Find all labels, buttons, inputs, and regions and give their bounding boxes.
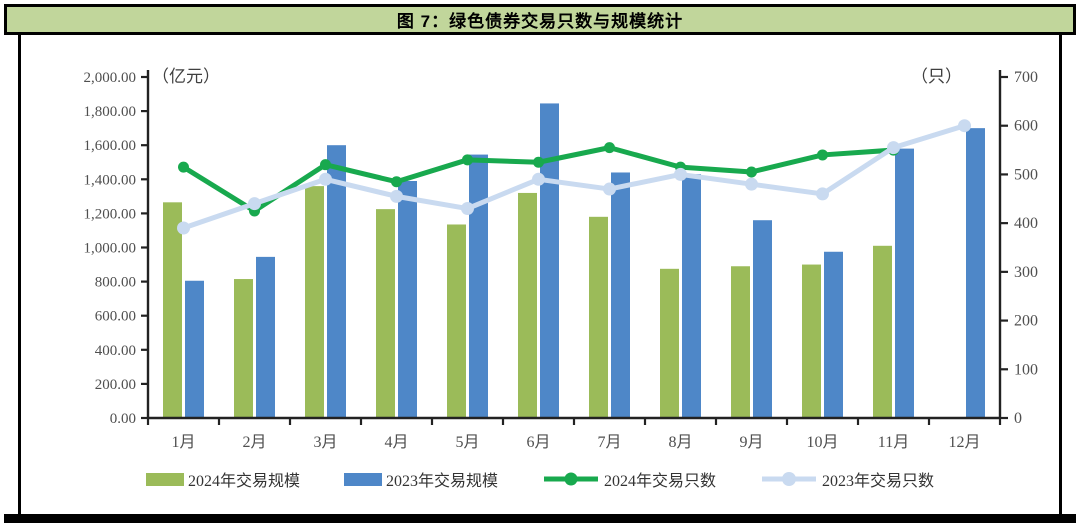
figure-title: 图 7：绿色债券交易只数与规模统计: [396, 12, 684, 31]
left-axis-tick-label: 1,200.00: [84, 206, 137, 222]
data-point-marker: [320, 159, 331, 171]
x-axis-tick-label: 1月: [171, 434, 195, 451]
data-point-marker: [391, 176, 402, 188]
left-axis-tick-label: 0.00: [110, 411, 136, 427]
data-point-marker: [746, 166, 757, 178]
right-axis-unit-label: （只）: [911, 67, 962, 86]
data-point-marker: [887, 141, 900, 155]
x-axis-tick-label: 7月: [597, 434, 621, 451]
bars-2024年交易规模: [163, 186, 892, 418]
bar: [376, 209, 395, 418]
bar: [966, 128, 985, 418]
bar: [660, 268, 679, 418]
x-axis-tick-label: 5月: [455, 434, 479, 451]
left-axis-tick-label: 1,400.00: [84, 172, 137, 188]
legend-swatch-2024-bar: [145, 472, 184, 486]
bar: [802, 264, 821, 418]
line-2023年交易只数: [177, 119, 971, 235]
left-axis-tick-label: 1,800.00: [84, 104, 137, 120]
x-axis-tick-label: 10月: [806, 434, 838, 451]
left-axis-tick-label: 2,000.00: [84, 70, 137, 86]
legend-label-2024-scale: 2024年交易规模: [187, 473, 300, 490]
data-point-marker: [532, 172, 545, 186]
bar: [753, 220, 772, 418]
legend-item-2024-scale: 2024年交易规模: [145, 467, 300, 491]
x-axis-tick-label: 4月: [384, 434, 408, 451]
data-point-marker: [461, 202, 474, 216]
left-axis-tick-label: 400.00: [95, 343, 136, 359]
x-axis-tick-label: 9月: [739, 434, 763, 451]
x-axis-tick-label: 3月: [313, 434, 337, 451]
bar: [469, 154, 488, 418]
data-point-marker: [603, 182, 616, 196]
legend-item-2024-count: 2024年交易只数: [542, 467, 716, 491]
bar: [256, 256, 275, 418]
data-point-marker: [817, 149, 828, 161]
data-point-marker: [533, 156, 544, 168]
data-point-marker: [390, 189, 403, 203]
legend-swatch-2023-line-marker-icon: [762, 472, 817, 486]
right-axis-tick-label: 700: [1014, 69, 1038, 86]
data-point-marker: [462, 154, 473, 166]
legend-label-2023-count: 2023年交易只数: [822, 473, 935, 490]
data-point-marker: [319, 172, 332, 186]
data-point-marker: [248, 197, 261, 211]
right-axis-tick-label: 300: [1014, 264, 1038, 281]
legend-label-2024-count: 2024年交易只数: [604, 473, 717, 490]
bar: [398, 181, 417, 418]
bar: [611, 172, 630, 418]
bar: [895, 148, 914, 419]
chart-legend: 2024年交易规模 2023年交易规模 2024年交易只数 2023年交易只数: [0, 467, 1080, 491]
bar: [518, 192, 537, 418]
bar: [327, 145, 346, 418]
left-axis-tick-label: 600.00: [95, 309, 136, 325]
bar: [824, 251, 843, 418]
bar: [873, 245, 892, 418]
line-2024年交易只数: [178, 142, 899, 217]
bar: [447, 224, 466, 418]
data-point-marker: [604, 142, 615, 154]
figure-bottom-border: [4, 514, 1076, 523]
bar: [163, 202, 182, 418]
data-point-marker: [745, 177, 758, 191]
bar: [305, 186, 324, 418]
left-axis-tick-label: 1,600.00: [84, 138, 137, 154]
right-axis-tick-label: 400: [1014, 215, 1038, 232]
left-axis-unit-label: （亿元）: [152, 67, 220, 86]
bar: [731, 266, 750, 418]
x-axis-tick-label: 12月: [948, 434, 980, 451]
right-axis-tick-label: 100: [1014, 361, 1038, 378]
right-axis-tick-label: 600: [1014, 118, 1038, 135]
legend-swatch-2024-line-marker-icon: [544, 472, 598, 486]
right-axis-tick-label: 500: [1014, 166, 1038, 183]
left-axis-tick-label: 1,000.00: [84, 241, 137, 257]
legend-swatch-2023-bar: [343, 472, 382, 486]
legend-item-2023-count: 2023年交易只数: [760, 467, 934, 491]
data-point-marker: [178, 161, 189, 173]
right-axis-tick-label: 0: [1014, 410, 1022, 427]
data-point-marker: [177, 221, 190, 235]
bar: [682, 174, 701, 418]
legend-label-2023-scale: 2023年交易规模: [385, 473, 498, 490]
x-axis-tick-label: 2月: [242, 434, 266, 451]
x-axis-tick-label: 8月: [668, 434, 692, 451]
left-axis-tick-label: 200.00: [95, 377, 136, 393]
bar: [234, 279, 253, 418]
x-axis-tick-label: 11月: [878, 434, 909, 451]
data-point-marker: [674, 167, 687, 181]
right-axis-tick-label: 200: [1014, 313, 1038, 330]
legend-item-2023-scale: 2023年交易规模: [343, 467, 498, 491]
x-axis-tick-label: 6月: [526, 434, 550, 451]
figure-title-bar: 图 7：绿色债券交易只数与规模统计: [4, 4, 1076, 35]
axes: 0.00 200.00 400.00 600.00 800.00 1,000.00 1,20…: [84, 69, 1039, 451]
data-point-marker: [816, 187, 829, 201]
data-point-marker: [958, 119, 971, 133]
bar: [589, 216, 608, 418]
bar: [185, 280, 204, 418]
left-axis-tick-label: 800.00: [95, 275, 136, 291]
bars-2023年交易规模: [185, 103, 985, 419]
bar: [540, 103, 559, 419]
